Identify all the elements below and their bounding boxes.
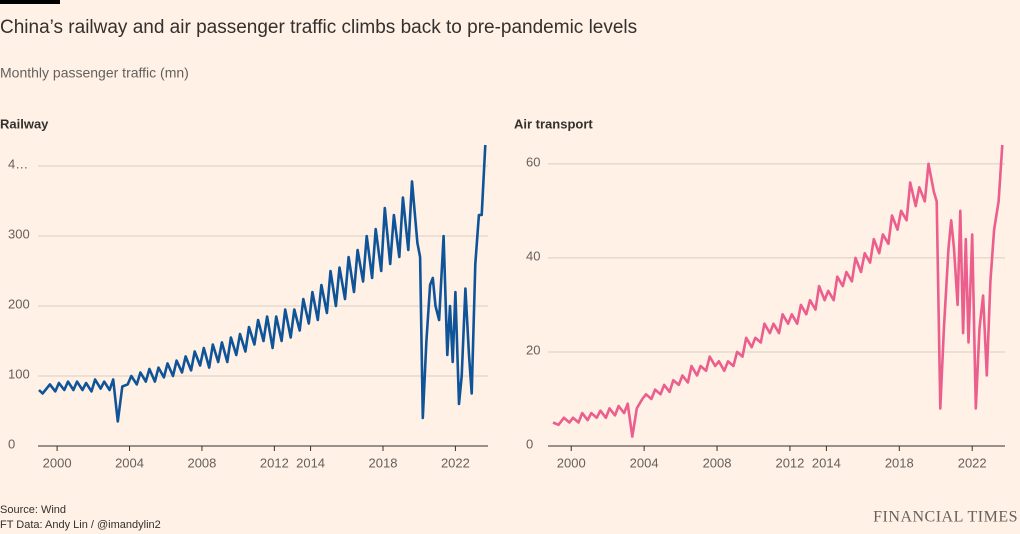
x-tick-label: 2018 (369, 455, 398, 470)
y-tick-label: 4… (8, 156, 28, 171)
y-tick-label: 20 (526, 342, 540, 357)
x-tick-label: 2012 (775, 455, 804, 470)
y-tick-label: 60 (526, 154, 540, 169)
chart-title: China’s railway and air passenger traffi… (0, 17, 637, 38)
x-tick-label: 2022 (441, 455, 470, 470)
line (38, 144, 487, 423)
y-tick-label: 200 (8, 296, 30, 311)
x-tick-label: 2012 (260, 455, 289, 470)
panel-title: Air transport (514, 116, 593, 131)
y-tick-label: 300 (8, 226, 30, 241)
x-tick-label: 2008 (703, 455, 732, 470)
x-tick-label: 2008 (187, 455, 216, 470)
brand: FINANCIAL TIMES (873, 509, 1018, 526)
credit: FT Data: Andy Lin / @imandylin2 (0, 519, 161, 531)
x-tick-label: 2018 (885, 455, 914, 470)
x-tick-label: 2004 (630, 455, 659, 470)
y-tick-label: 40 (526, 248, 540, 263)
x-tick-label: 2014 (296, 455, 325, 470)
panel-title: Railway (0, 116, 49, 131)
x-tick-label: 2014 (812, 455, 841, 470)
x-tick-label: 2022 (958, 455, 987, 470)
y-tick-label: 0 (526, 436, 533, 451)
x-tick-label: 2000 (557, 455, 586, 470)
x-tick-label: 2004 (115, 455, 144, 470)
subtitle: Monthly passenger traffic (mn) (0, 65, 189, 81)
source: Source: Wind (0, 504, 66, 516)
y-tick-label: 0 (8, 436, 15, 451)
line (552, 144, 1004, 438)
x-tick-label: 2000 (43, 455, 72, 470)
top-bar (0, 0, 60, 4)
y-tick-label: 100 (8, 366, 30, 381)
